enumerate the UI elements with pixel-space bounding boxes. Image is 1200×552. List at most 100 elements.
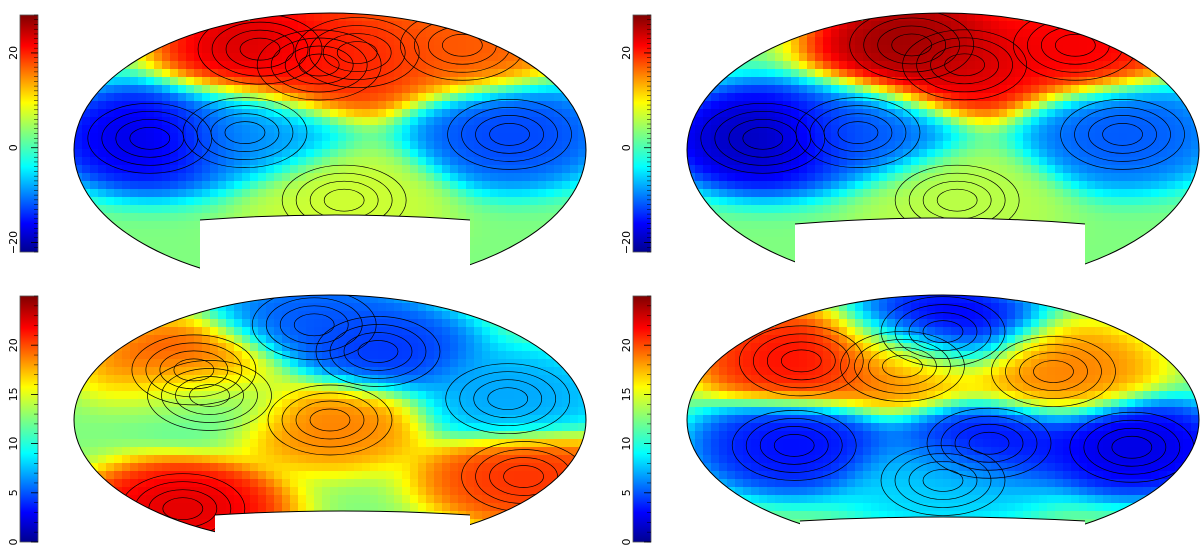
field-cell — [1071, 181, 1080, 190]
field-cell — [314, 69, 323, 78]
field-cell — [967, 269, 976, 278]
field-cell — [474, 431, 483, 440]
field-cell — [442, 189, 451, 198]
field-cell — [759, 173, 768, 182]
field-cell — [1087, 157, 1096, 166]
field-cell — [578, 157, 586, 166]
field-cell — [1063, 189, 1072, 198]
field-cell — [759, 181, 768, 190]
field-cell — [258, 261, 267, 270]
field-cell — [538, 109, 547, 118]
field-cell — [274, 391, 283, 400]
field-cell — [154, 61, 163, 70]
field-cell — [306, 205, 315, 214]
field-cell — [458, 399, 467, 408]
field-cell — [154, 197, 163, 206]
field-cell — [106, 415, 115, 424]
field-cell — [130, 93, 139, 102]
field-cell — [338, 213, 347, 222]
field-cell — [442, 439, 451, 448]
field-cell — [570, 383, 579, 392]
field-cell — [847, 173, 856, 182]
field-cell — [450, 245, 459, 254]
field-cell — [234, 149, 243, 158]
field-cell — [122, 165, 131, 174]
field-cell — [434, 173, 443, 182]
field-cell — [274, 181, 283, 190]
field-cell — [410, 245, 419, 254]
field-cell — [154, 399, 163, 408]
field-cell — [290, 375, 299, 384]
field-cell — [210, 141, 219, 150]
field-cell — [242, 197, 251, 206]
field-cell — [426, 253, 435, 262]
field-cell — [1023, 21, 1032, 30]
field-cell — [759, 85, 768, 94]
field-cell — [226, 269, 235, 278]
field-cell — [218, 351, 227, 360]
field-cell — [474, 391, 483, 400]
field-cell — [378, 383, 387, 392]
field-cell — [418, 77, 427, 86]
field-cell — [887, 29, 896, 38]
field-cell — [122, 69, 131, 78]
field-cell — [554, 197, 563, 206]
field-cell — [879, 93, 888, 102]
field-cell — [346, 285, 355, 287]
field-cell — [186, 431, 195, 440]
field-cell — [1015, 61, 1024, 70]
field-cell — [1055, 45, 1064, 54]
field-cell — [218, 327, 227, 336]
field-cell — [346, 245, 355, 254]
field-cell — [474, 399, 483, 408]
field-cell — [202, 61, 211, 70]
field-cell — [250, 261, 259, 270]
field-cell — [703, 117, 712, 126]
field-cell — [530, 93, 539, 102]
field-cell — [1119, 93, 1128, 102]
field-cell — [695, 173, 704, 182]
field-cell — [847, 141, 856, 150]
field-cell — [1135, 141, 1144, 150]
field-cell — [330, 303, 339, 312]
field-cell — [823, 245, 832, 254]
field-cell — [1047, 53, 1056, 62]
field-cell — [943, 189, 952, 198]
field-cell — [258, 407, 267, 416]
field-cell — [154, 93, 163, 102]
field-cell — [202, 109, 211, 118]
field-cell — [831, 109, 840, 118]
field-cell — [871, 269, 880, 278]
field-cell — [314, 125, 323, 134]
field-cell — [146, 133, 155, 142]
field-cell — [506, 125, 515, 134]
field-cell — [290, 423, 299, 432]
field-cell — [751, 181, 760, 190]
field-cell — [274, 173, 283, 182]
field-cell — [863, 205, 872, 214]
field-cell — [250, 205, 259, 214]
field-cell — [919, 173, 928, 182]
field-cell — [847, 61, 856, 70]
field-cell — [879, 117, 888, 126]
field-cell — [967, 109, 976, 118]
field-cell — [282, 229, 291, 238]
field-cell — [370, 125, 379, 134]
field-cell — [418, 399, 427, 408]
field-cell — [202, 165, 211, 174]
field-cell — [474, 213, 483, 222]
field-cell — [522, 197, 531, 206]
field-cell — [863, 85, 872, 94]
field-cell — [887, 69, 896, 78]
field-cell — [282, 407, 291, 416]
field-cell — [482, 181, 491, 190]
field-cell — [266, 125, 275, 134]
field-cell — [306, 29, 315, 38]
field-cell — [474, 173, 483, 182]
field-cell — [234, 303, 243, 312]
field-cell — [466, 391, 475, 400]
field-cell — [338, 237, 347, 246]
field-cell — [146, 367, 155, 376]
field-cell — [314, 85, 323, 94]
field-cell — [879, 125, 888, 134]
